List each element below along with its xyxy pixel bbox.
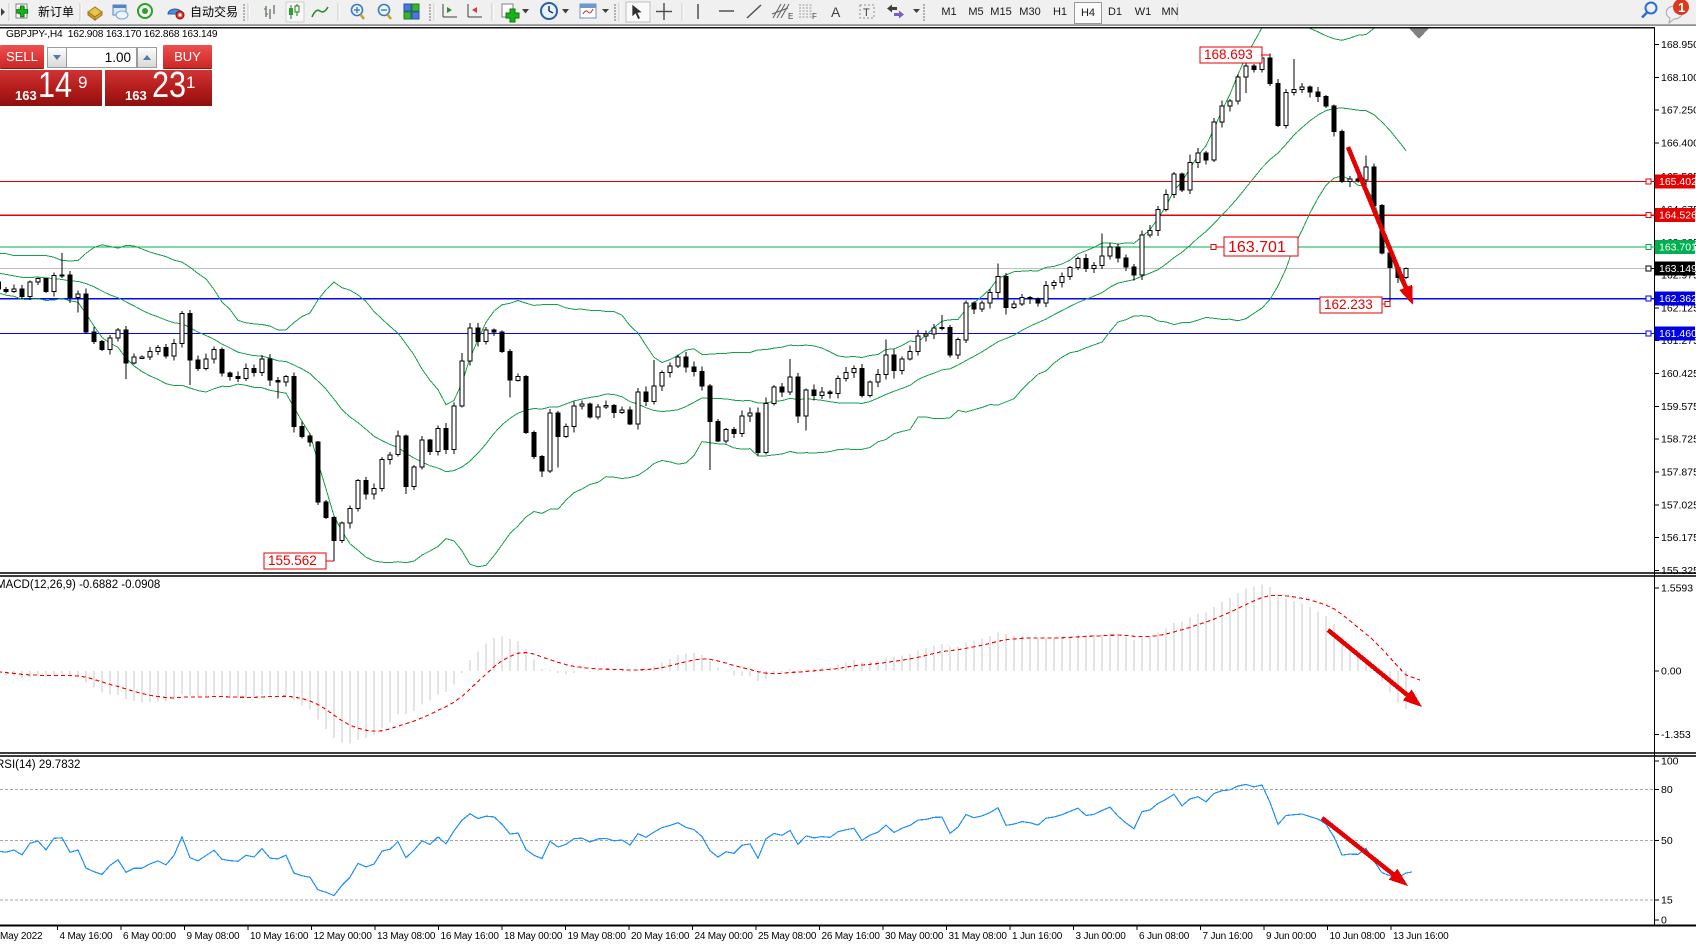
svg-text:6 Jun 08:00: 6 Jun 08:00 <box>1139 931 1190 942</box>
svg-text:163.701: 163.701 <box>1659 242 1696 254</box>
svg-text:9 May 08:00: 9 May 08:00 <box>187 931 240 942</box>
svg-text:155.325: 155.325 <box>1661 565 1696 577</box>
svg-text:10 Jun 08:00: 10 Jun 08:00 <box>1330 931 1386 942</box>
svg-text:4 May 16:00: 4 May 16:00 <box>60 931 113 942</box>
svg-text:3 Jun 00:00: 3 Jun 00:00 <box>1076 931 1127 942</box>
svg-text:157.025: 157.025 <box>1661 499 1696 511</box>
svg-text:155.562: 155.562 <box>268 553 317 568</box>
svg-text:100: 100 <box>1661 756 1679 768</box>
svg-text:20 May 16:00: 20 May 16:00 <box>631 931 690 942</box>
svg-text:166.400: 166.400 <box>1661 137 1696 149</box>
svg-text:GBPJPY-,H4 162.908 163.170 16: GBPJPY-,H4 162.908 163.170 162.868 163.1… <box>6 29 218 40</box>
svg-text:12 May 00:00: 12 May 00:00 <box>314 931 373 942</box>
svg-text:T: T <box>863 7 870 19</box>
svg-text:168.693: 168.693 <box>1204 47 1253 62</box>
svg-text:156.175: 156.175 <box>1661 532 1696 544</box>
svg-text:158.725: 158.725 <box>1661 434 1696 446</box>
svg-text:RSI(14) 29.7832: RSI(14) 29.7832 <box>0 759 80 771</box>
svg-text:165.402: 165.402 <box>1659 176 1696 188</box>
svg-text:50: 50 <box>1661 835 1673 847</box>
svg-text:A: A <box>831 4 841 20</box>
svg-text:E: E <box>788 12 793 21</box>
svg-text:-1.353: -1.353 <box>1661 729 1691 741</box>
svg-text:0: 0 <box>1661 915 1667 927</box>
svg-text:80: 80 <box>1661 784 1673 796</box>
svg-text:MACD(12,26,9) -0.6882 -0.0908: MACD(12,26,9) -0.6882 -0.0908 <box>0 579 160 591</box>
svg-text:16 May 16:00: 16 May 16:00 <box>441 931 500 942</box>
svg-text:167.250: 167.250 <box>1661 105 1696 117</box>
svg-text:19 May 08:00: 19 May 08:00 <box>568 931 627 942</box>
svg-text:F: F <box>812 12 817 21</box>
svg-text:164.526: 164.526 <box>1659 210 1696 222</box>
svg-text:新订单: 新订单 <box>38 4 74 19</box>
svg-text:9 Jun 00:00: 9 Jun 00:00 <box>1266 931 1317 942</box>
svg-text:6 May 00:00: 6 May 00:00 <box>123 931 176 942</box>
svg-text:1: 1 <box>1678 0 1685 15</box>
svg-text:161.460: 161.460 <box>1659 328 1696 340</box>
svg-text:159.575: 159.575 <box>1661 401 1696 413</box>
svg-text:26 May 16:00: 26 May 16:00 <box>822 931 881 942</box>
svg-text:18 May 00:00: 18 May 00:00 <box>504 931 563 942</box>
svg-text:25 May 08:00: 25 May 08:00 <box>758 931 817 942</box>
svg-text:自动交易: 自动交易 <box>190 4 238 19</box>
svg-text:0.00: 0.00 <box>1661 666 1682 678</box>
svg-text:1 Jun 16:00: 1 Jun 16:00 <box>1012 931 1063 942</box>
svg-text:10 May 16:00: 10 May 16:00 <box>250 931 309 942</box>
svg-text:163.149: 163.149 <box>1659 263 1696 275</box>
svg-text:15: 15 <box>1661 895 1673 907</box>
svg-text:May 2022: May 2022 <box>0 931 43 942</box>
svg-text:168.950: 168.950 <box>1661 39 1696 51</box>
svg-text:168.100: 168.100 <box>1661 72 1696 84</box>
svg-text:31 May 08:00: 31 May 08:00 <box>949 931 1008 942</box>
svg-text:157.875: 157.875 <box>1661 466 1696 478</box>
svg-text:163.701: 163.701 <box>1228 239 1286 256</box>
svg-text:162.362: 162.362 <box>1659 293 1696 305</box>
svg-text:162.233: 162.233 <box>1324 297 1373 312</box>
svg-text:24 May 00:00: 24 May 00:00 <box>695 931 754 942</box>
svg-text:7 Jun 16:00: 7 Jun 16:00 <box>1203 931 1254 942</box>
svg-text:160.425: 160.425 <box>1661 368 1696 380</box>
svg-text:30 May 00:00: 30 May 00:00 <box>885 931 944 942</box>
svg-text:13 Jun 16:00: 13 Jun 16:00 <box>1393 931 1449 942</box>
svg-text:13 May 08:00: 13 May 08:00 <box>377 931 436 942</box>
svg-text:1.5593: 1.5593 <box>1661 583 1693 595</box>
